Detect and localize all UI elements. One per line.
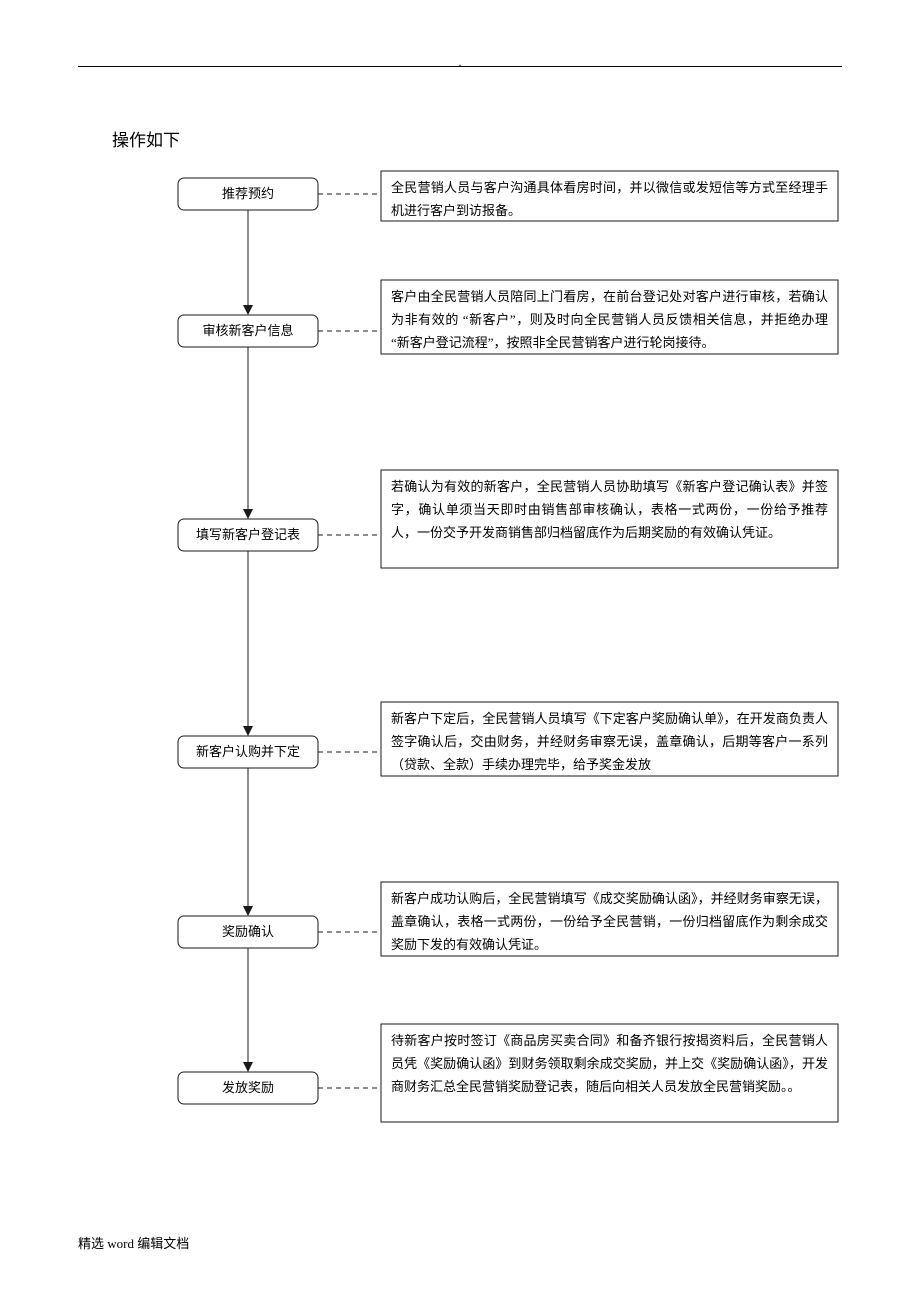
step-label-s3: 填写新客户登记表 (196, 527, 300, 542)
step-label-s5: 奖励确认 (222, 924, 274, 939)
step-label-s1: 推荐预约 (222, 186, 274, 201)
flowchart: 推荐预约审核新客户信息填写新客户登记表新客户认购并下定奖励确认发放奖励 全民营销人… (0, 0, 920, 1302)
desc-text-s4: 新客户下定后，全民营销人员填写《下定客户奖励确认单》，在开发商负责人签字确认后，… (381, 702, 838, 776)
step-label-s2: 审核新客户信息 (202, 323, 293, 338)
step-label-s6: 发放奖励 (222, 1080, 274, 1095)
desc-text-s5: 新客户成功认购后，全民营销填写《成交奖励确认函》，并经财务审察无误，盖章确认，表… (381, 882, 838, 956)
desc-text-s1: 全民营销人员与客户沟通具体看房时间，并以微信或发短信等方式至经理手机进行客户到访… (381, 171, 838, 221)
desc-text-s3: 若确认为有效的新客户，全民营销人员协助填写《新客户登记确认表》并签字，确认单须当… (381, 470, 838, 550)
desc-text-s2: 客户由全民营销人员陪同上门看房，在前台登记处对客户进行审核，若确认为非有效的 “… (381, 280, 838, 354)
step-label-s4: 新客户认购并下定 (196, 744, 300, 759)
desc-text-s6: 待新客户按时签订《商品房买卖合同》和备齐银行按揭资料后，全民营销人员凭《奖励确认… (381, 1024, 838, 1104)
footer-text: 精选 word 编辑文档 (78, 1233, 189, 1252)
